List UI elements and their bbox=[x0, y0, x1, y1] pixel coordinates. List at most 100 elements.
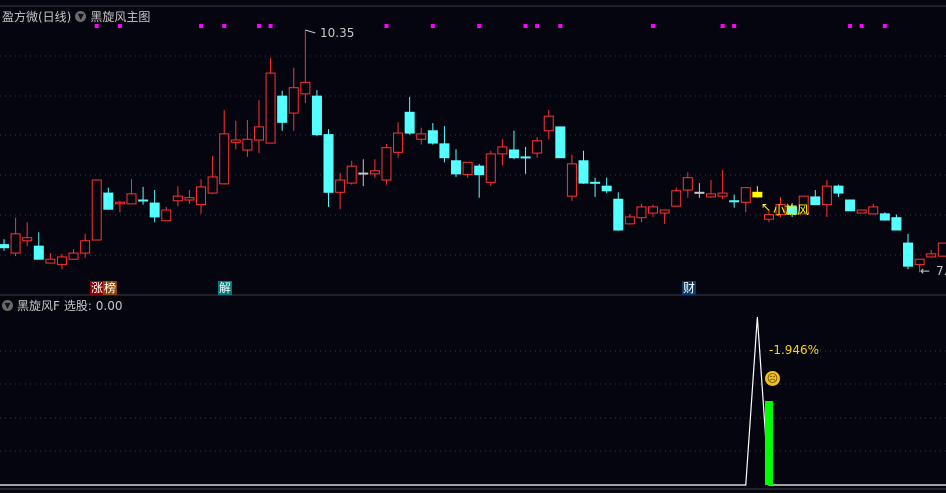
signal-line bbox=[0, 316, 946, 486]
arrow-up-left-icon: ↖ bbox=[761, 200, 772, 214]
candle-body bbox=[601, 185, 612, 192]
candle-body bbox=[810, 196, 821, 206]
candle-body bbox=[636, 206, 647, 219]
candle-body bbox=[10, 233, 21, 254]
signal-marker bbox=[535, 24, 540, 28]
candle-body bbox=[335, 179, 346, 193]
signal-marker bbox=[256, 24, 261, 28]
candle-body bbox=[393, 132, 404, 153]
candle-body bbox=[288, 87, 299, 114]
signal-marker bbox=[720, 24, 725, 28]
candle-body bbox=[219, 133, 230, 185]
candle-body bbox=[451, 160, 462, 175]
candle-body bbox=[903, 242, 914, 267]
candle-body bbox=[659, 209, 670, 214]
high-pointer bbox=[305, 29, 316, 34]
candle-body bbox=[369, 170, 380, 175]
sad-face-icon: ☹ bbox=[765, 371, 780, 386]
signal-marker bbox=[848, 24, 853, 28]
candle-body bbox=[242, 138, 253, 151]
main-panel-header: 盈方微(日线) ▼ 黑旋风主图 bbox=[2, 8, 150, 25]
event-tag-zhang[interactable]: 涨 bbox=[90, 281, 105, 295]
candle-body bbox=[172, 195, 183, 202]
signal-marker bbox=[117, 24, 122, 28]
candle-body bbox=[775, 204, 786, 216]
candle-body bbox=[138, 199, 149, 202]
main-indicator-name[interactable]: 黑旋风主图 bbox=[90, 10, 151, 24]
candle-body bbox=[532, 140, 543, 154]
candle-body bbox=[833, 185, 844, 194]
candle-body bbox=[22, 237, 33, 242]
candle-body bbox=[80, 240, 91, 254]
candle-body bbox=[868, 206, 879, 215]
candle-body bbox=[358, 172, 369, 175]
percent-label: -1.946% bbox=[769, 343, 820, 357]
candle-body bbox=[230, 139, 241, 143]
event-tag-jie[interactable]: 解 bbox=[218, 281, 233, 295]
signal-marker bbox=[523, 24, 528, 28]
candle-body bbox=[856, 209, 867, 214]
candle-body bbox=[566, 163, 577, 197]
candle-body bbox=[694, 191, 705, 194]
candle-body bbox=[427, 130, 438, 144]
high-price-label: 10.35 bbox=[320, 26, 355, 40]
signal-marker bbox=[199, 24, 204, 28]
candle-body bbox=[671, 190, 682, 207]
low-price-label: 7. bbox=[936, 264, 946, 278]
candle-body bbox=[91, 179, 102, 241]
chevron-down-icon[interactable]: ▼ bbox=[75, 11, 87, 22]
candle-body bbox=[520, 156, 531, 159]
candle-body bbox=[126, 193, 137, 205]
candle-body bbox=[184, 197, 195, 201]
sub-indicator-name[interactable]: 黑旋风F bbox=[17, 299, 60, 313]
candle-body bbox=[277, 95, 288, 123]
candle-body bbox=[729, 200, 740, 203]
candle-body bbox=[207, 176, 218, 194]
candle-body bbox=[613, 198, 624, 231]
candle-body bbox=[763, 214, 774, 220]
signal-marker bbox=[477, 24, 482, 28]
event-tag-cai[interactable]: 财 bbox=[682, 281, 697, 295]
candle-body bbox=[752, 191, 763, 198]
candle-body bbox=[937, 242, 946, 257]
candle-body bbox=[787, 206, 798, 215]
candle-body bbox=[404, 111, 415, 134]
candle-body bbox=[508, 149, 519, 159]
candle-body bbox=[416, 133, 427, 140]
event-tag-bang[interactable]: 榜 bbox=[103, 281, 118, 295]
candle-body bbox=[149, 202, 160, 218]
candle-body bbox=[891, 217, 902, 231]
candle-body bbox=[265, 72, 276, 144]
candle-body bbox=[346, 165, 357, 184]
candle-body bbox=[682, 177, 693, 191]
candle-body bbox=[914, 258, 925, 266]
candle-body bbox=[323, 134, 334, 193]
candle-body bbox=[485, 153, 496, 183]
signal-label: 小旋风 bbox=[773, 203, 810, 217]
candle-body bbox=[0, 244, 9, 249]
candle-body bbox=[543, 115, 554, 132]
candle-body bbox=[462, 161, 473, 176]
candle-body bbox=[381, 147, 392, 181]
chevron-down-icon[interactable]: ▼ bbox=[2, 300, 13, 311]
select-value: 选股: 0.00 bbox=[63, 299, 123, 313]
candle-body bbox=[103, 192, 114, 210]
signal-marker bbox=[558, 24, 563, 28]
candle-body bbox=[114, 201, 125, 205]
arrow-left-icon: ← bbox=[920, 264, 931, 278]
signal-marker bbox=[882, 24, 887, 28]
signal-marker bbox=[268, 24, 273, 28]
candle-body bbox=[196, 186, 207, 206]
candle-body bbox=[300, 81, 311, 95]
candle-body bbox=[648, 206, 659, 214]
candle-body bbox=[705, 193, 716, 198]
candle-body bbox=[926, 253, 937, 258]
candle-body bbox=[497, 146, 508, 155]
candle-body bbox=[56, 256, 67, 266]
candle-body bbox=[439, 143, 450, 159]
candle-body bbox=[798, 195, 809, 215]
signal-marker bbox=[430, 24, 435, 28]
candle-body bbox=[311, 95, 322, 136]
signal-marker bbox=[384, 24, 389, 28]
